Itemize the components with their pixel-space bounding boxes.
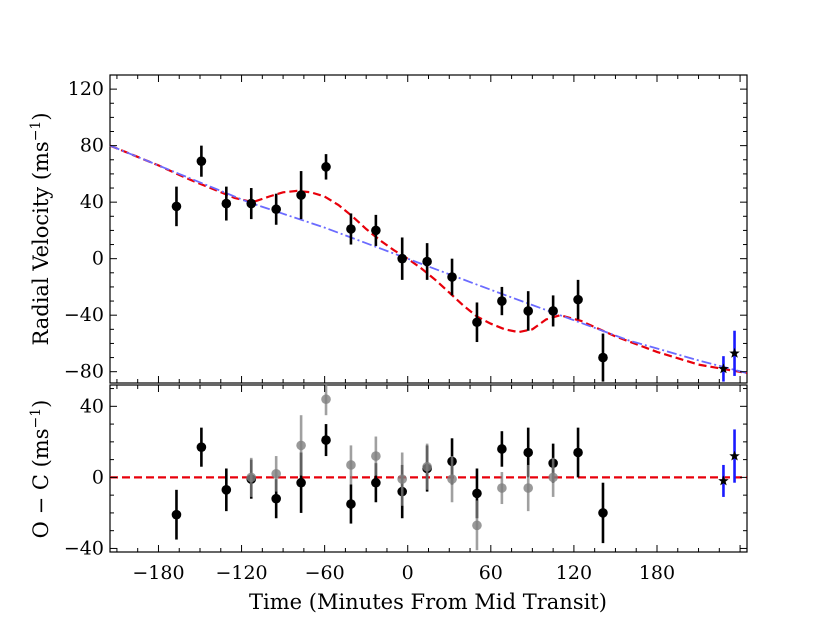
data-point [371, 477, 381, 488]
y-tick-label: −40 [64, 537, 104, 559]
bottom-y-axis-label: O − C (ms−1) [28, 400, 53, 539]
data-point [171, 509, 182, 520]
data-point [397, 474, 407, 484]
data-point [422, 461, 432, 472]
data-point [346, 224, 356, 234]
data-point [321, 435, 331, 445]
y-tick-label: −80 [64, 361, 104, 383]
top-ticks: 120 80 40 0 −40 −80 [64, 74, 747, 383]
data-point [371, 451, 381, 461]
x-axis-label: Time (Minutes From Mid Transit) [249, 590, 607, 614]
top-data-points [171, 145, 740, 382]
data-point [573, 294, 583, 305]
data-point [497, 444, 507, 454]
x-tick-label: −120 [215, 562, 267, 584]
data-point [296, 440, 306, 451]
y-tick-label: 120 [68, 78, 104, 100]
data-point [598, 352, 608, 363]
data-point [573, 447, 583, 458]
data-point [497, 483, 507, 493]
data-point [523, 483, 534, 493]
data-point [598, 508, 608, 518]
data-point [321, 394, 331, 405]
y-tick-label: 40 [80, 395, 104, 417]
data-point [196, 442, 207, 452]
data-point [447, 272, 457, 282]
data-point [196, 156, 207, 166]
bottom-data-points [171, 383, 740, 551]
data-point [346, 460, 356, 470]
data-point [523, 447, 534, 458]
star-point [718, 475, 729, 486]
data-point [171, 201, 182, 212]
data-point [246, 198, 257, 209]
data-point [296, 477, 306, 488]
star-point [729, 347, 740, 358]
x-tick-label: 60 [479, 562, 503, 584]
data-point [548, 306, 558, 316]
data-point [221, 485, 232, 495]
data-point [497, 296, 507, 306]
top-panel: 120 80 40 0 −40 −80 Radial Velocity (ms−1) [28, 74, 748, 384]
data-point [296, 190, 306, 200]
data-point [447, 474, 457, 484]
data-point [271, 493, 281, 504]
star-point [718, 363, 729, 374]
y-tick-label: 0 [92, 466, 104, 488]
top-panel-frame [109, 74, 748, 384]
data-point [548, 472, 558, 483]
top-y-axis-label: Radial Velocity (ms−1) [28, 112, 53, 345]
x-tick-label: 0 [402, 562, 414, 584]
bottom-ticks: 40 0 −40 −180 −120 −60 0 60 120 180 [64, 385, 747, 584]
data-point [321, 162, 331, 172]
data-point [523, 306, 534, 316]
data-point [246, 472, 257, 483]
x-tick-label: 120 [556, 562, 592, 584]
data-point [472, 317, 482, 328]
x-tick-label: 180 [639, 562, 675, 584]
data-point [472, 488, 482, 499]
data-point [422, 256, 432, 267]
x-tick-label: −180 [132, 562, 184, 584]
star-point [729, 450, 740, 461]
data-point [397, 253, 407, 264]
data-point [472, 520, 482, 531]
data-point [371, 225, 381, 236]
y-tick-label: −40 [64, 304, 104, 326]
y-tick-label: 40 [80, 191, 104, 213]
y-tick-label: 0 [92, 248, 104, 270]
y-tick-label: 80 [80, 135, 104, 157]
data-point [271, 469, 281, 479]
data-point [346, 499, 356, 509]
bottom-panel: 400−40−180 −120 −60 0 60 120 180 O − C (ms−1) … [28, 383, 748, 614]
data-point [271, 204, 281, 215]
x-tick-label: −60 [305, 562, 345, 584]
data-point [221, 198, 232, 209]
